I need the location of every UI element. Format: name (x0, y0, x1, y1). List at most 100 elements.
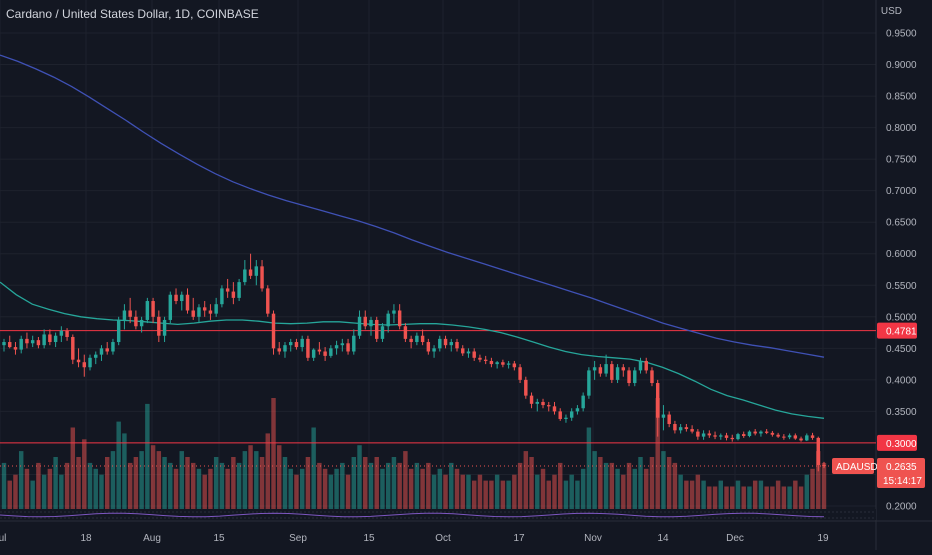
volume-bar (500, 480, 506, 516)
x-tick-label: Oct (435, 533, 451, 544)
candle-body (782, 436, 786, 438)
y-tick-label: 0.9500 (886, 29, 917, 40)
volume-bar (70, 427, 76, 516)
volume-bar (575, 480, 580, 516)
candle-body (42, 334, 46, 346)
volume-bar (93, 468, 98, 516)
volume-bar (431, 474, 437, 516)
candle-body (810, 435, 815, 438)
y-tick-label: 0.4000 (886, 375, 917, 386)
volume-bar (477, 474, 483, 516)
candle-body (678, 427, 683, 431)
volume-bar (408, 468, 414, 516)
ma50-line (0, 281, 825, 419)
candle-body (2, 342, 6, 346)
y-tick-label: 0.7000 (886, 186, 917, 197)
candle-body (151, 301, 155, 317)
volume-bar (689, 480, 695, 516)
volume-bar (294, 474, 299, 516)
volume-bar (632, 468, 637, 516)
volume-bar (363, 457, 368, 516)
volume-bar (546, 480, 551, 516)
candle-body (501, 362, 505, 365)
candle-body (48, 334, 52, 343)
volume-bar (127, 462, 133, 516)
candle-body (294, 342, 299, 348)
level-price-label: 0.3000 (886, 439, 917, 450)
candle-body (816, 437, 820, 466)
y-tick-label: 0.2000 (886, 502, 917, 513)
candle-body (59, 330, 64, 336)
volume-bar (764, 486, 769, 516)
candle-body (638, 360, 643, 371)
level-price-tag (877, 434, 917, 451)
volume-bar (191, 462, 196, 516)
candle-body (604, 364, 608, 374)
y-tick-label: 0.3500 (886, 407, 917, 418)
candle-body (655, 383, 660, 418)
candle-body (357, 316, 362, 336)
candle-body (787, 435, 792, 438)
chart-title: Cardano / United States Dollar, 1D, COIN… (6, 7, 259, 21)
volume-bar (798, 486, 804, 516)
candle-body (489, 360, 494, 365)
candle-body (415, 335, 419, 343)
volume-bar (598, 457, 603, 516)
candle-body (334, 345, 339, 349)
volume-bar (64, 462, 70, 516)
volume-bar (196, 468, 202, 516)
candle-body (455, 342, 459, 349)
volume-bar (36, 462, 41, 516)
volume-bar (563, 480, 569, 516)
volume-bar (535, 474, 540, 516)
volume-bar (678, 474, 683, 516)
x-tick-label: Nov (584, 533, 602, 544)
x-tick-label: Dec (726, 533, 744, 544)
candle-body (403, 326, 408, 339)
candle-body (191, 310, 195, 317)
candle-body (690, 429, 694, 432)
volume-bar (328, 474, 334, 516)
candle-body (724, 435, 729, 438)
candle-body (380, 326, 385, 339)
candle-body (306, 338, 310, 358)
candle-body (271, 313, 276, 349)
symbol-tag (832, 457, 874, 474)
candle-body (139, 319, 144, 327)
candle-body (88, 357, 92, 368)
candle-body (615, 367, 620, 380)
candle-body (719, 435, 723, 437)
volume-bar (735, 480, 741, 516)
candle-body (36, 340, 41, 346)
candle-body (283, 345, 287, 352)
candle-body (667, 414, 671, 425)
candle-body (564, 417, 568, 419)
candle-body (8, 342, 12, 348)
volume-bar (391, 457, 397, 516)
volume-bar (775, 480, 781, 516)
volume-bar (816, 451, 821, 516)
y-tick-label: 0.9000 (886, 60, 917, 71)
volume-bar (219, 462, 225, 516)
volume-bar (592, 451, 597, 516)
candle-body (759, 431, 763, 434)
candle-body (214, 304, 218, 314)
symbol-label: ADAUSD (836, 462, 878, 473)
candle-body (449, 342, 453, 346)
volume-bar (701, 480, 706, 516)
volume-bar (603, 462, 609, 516)
candle-body (592, 367, 597, 371)
candle-body (598, 367, 603, 374)
volume-bar (277, 445, 282, 516)
volume-bar (322, 468, 328, 516)
volume-bar (288, 468, 293, 516)
volume-bar (420, 468, 425, 516)
volume-bar (540, 468, 546, 516)
candle-body (185, 294, 190, 311)
volume-bar (248, 445, 253, 516)
candle-body (506, 363, 511, 365)
candle-body (363, 316, 367, 327)
indicator-line (0, 512, 825, 518)
